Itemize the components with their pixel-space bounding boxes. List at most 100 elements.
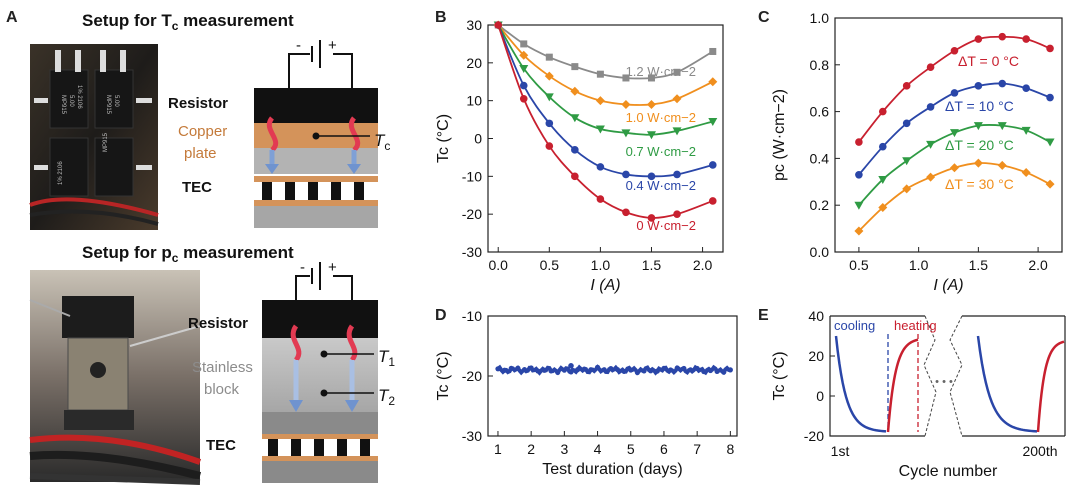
y-tick-label: -30: [462, 244, 482, 260]
data-point: [571, 172, 579, 181]
x-axis-label: I (A): [590, 277, 620, 294]
heating-curve-last: [1036, 340, 1065, 433]
data-point: [570, 114, 580, 123]
data-point: [997, 122, 1007, 131]
axis-break-right: [949, 315, 963, 437]
heating-curve: [886, 338, 919, 433]
panel-e-label: E: [758, 307, 769, 324]
y-tick-label: 10: [466, 93, 482, 109]
data-point: [568, 369, 574, 375]
y-tick-label: -20: [462, 368, 482, 384]
series-label: ΔT = 30 °C: [945, 176, 1014, 192]
y-tick-label: 0.6: [810, 104, 830, 120]
data-point: [541, 367, 548, 373]
data-point: [545, 142, 554, 150]
series-label: 1.2 W·cm−2: [626, 64, 696, 79]
copper-label: Copper: [178, 123, 227, 140]
resistor-label-2: Resistor: [188, 315, 248, 332]
y-axis-label: Tc (°C): [435, 351, 452, 400]
data-point: [519, 50, 529, 60]
data-point: [721, 369, 727, 375]
data-point: [926, 140, 936, 149]
data-point: [672, 94, 682, 104]
data-point: [519, 94, 528, 103]
x-axis-label: Cycle number: [899, 463, 998, 480]
data-point: [709, 47, 717, 55]
y-tick-label: -20: [462, 206, 482, 222]
x-tick-label: 2: [527, 441, 535, 457]
heating-label: heating: [894, 318, 937, 333]
x-tick-label: 2.0: [1028, 257, 1048, 273]
y-tick-label: 1.0: [810, 10, 830, 26]
y-tick-label: 0.2: [810, 197, 830, 213]
data-point: [950, 89, 959, 97]
data-point: [854, 201, 864, 210]
series-label: 0.7 W·cm−2: [626, 144, 696, 159]
data-point: [673, 210, 681, 218]
data-point: [521, 367, 528, 373]
y-axis-label: Tc (°C): [435, 114, 452, 163]
y-tick-label: 40: [808, 308, 824, 324]
x-tick-label: 1: [494, 441, 502, 457]
data-point: [902, 82, 911, 90]
data-point: [646, 99, 656, 109]
y-tick-label: 0.4: [810, 150, 830, 166]
x-axis-label: Test duration (days): [542, 461, 683, 478]
data-point: [673, 170, 681, 179]
y-tick-label: -10: [462, 168, 482, 184]
data-point: [878, 107, 887, 116]
data-point: [974, 82, 983, 90]
data-point: [601, 367, 607, 373]
data-point: [647, 214, 656, 222]
x-tick-label: 0.5: [540, 257, 560, 273]
svg-text:-: -: [300, 259, 305, 276]
panel-c-label: C: [758, 9, 770, 26]
y-tick-label: -30: [462, 428, 482, 444]
data-point: [571, 146, 579, 154]
data-point: [621, 368, 627, 375]
x-tick-label: 1.5: [642, 257, 662, 273]
data-point: [902, 119, 911, 128]
data-point: [878, 175, 888, 184]
data-point: [628, 367, 634, 373]
data-point: [622, 208, 630, 217]
data-point: [648, 368, 654, 374]
minus-sign: -: [296, 37, 301, 54]
data-point: [544, 71, 554, 81]
data-point: [708, 161, 717, 169]
data-point: [647, 172, 656, 181]
panel-a-label: A: [6, 9, 18, 26]
data-point: [495, 366, 501, 372]
data-point: [568, 363, 574, 369]
y-tick-label: 20: [808, 348, 824, 364]
series-label: ΔT = 20 °C: [945, 137, 1014, 153]
svg-text:5.00: 5.00: [113, 95, 119, 107]
data-point: [926, 103, 935, 111]
data-point: [1021, 167, 1031, 177]
panel-d-chart: D 1 2 3 4 5 6 7 8 -30 -20 -10 Test duration (days) Tc…: [435, 307, 738, 478]
data-point: [708, 77, 718, 87]
data-point: [708, 197, 717, 205]
data-point: [878, 142, 887, 151]
y-tick-label: -10: [462, 308, 482, 324]
y-axis-label: Tc (°C): [771, 351, 788, 400]
data-point: [571, 63, 579, 71]
data-point: [1022, 35, 1030, 43]
x-tick-label: 0.0: [488, 257, 508, 273]
resistor-label: Resistor: [168, 95, 228, 112]
x-tick-label: 1.0: [909, 257, 929, 273]
data-point: [622, 74, 630, 82]
data-point: [596, 163, 605, 171]
data-point: [878, 203, 888, 213]
svg-text:1% 2106: 1% 2106: [76, 85, 82, 109]
data-point: [545, 53, 553, 61]
data-point: [902, 157, 912, 166]
y-tick-label: -20: [804, 428, 824, 444]
data-point: [596, 195, 605, 203]
x-tick-label-last: 200th: [1022, 443, 1057, 459]
data-point: [681, 365, 687, 372]
data-point: [515, 365, 521, 371]
data-point: [854, 226, 864, 236]
panel-c-axes: [834, 17, 1063, 253]
x-tick-label-first: 1st: [831, 443, 850, 459]
